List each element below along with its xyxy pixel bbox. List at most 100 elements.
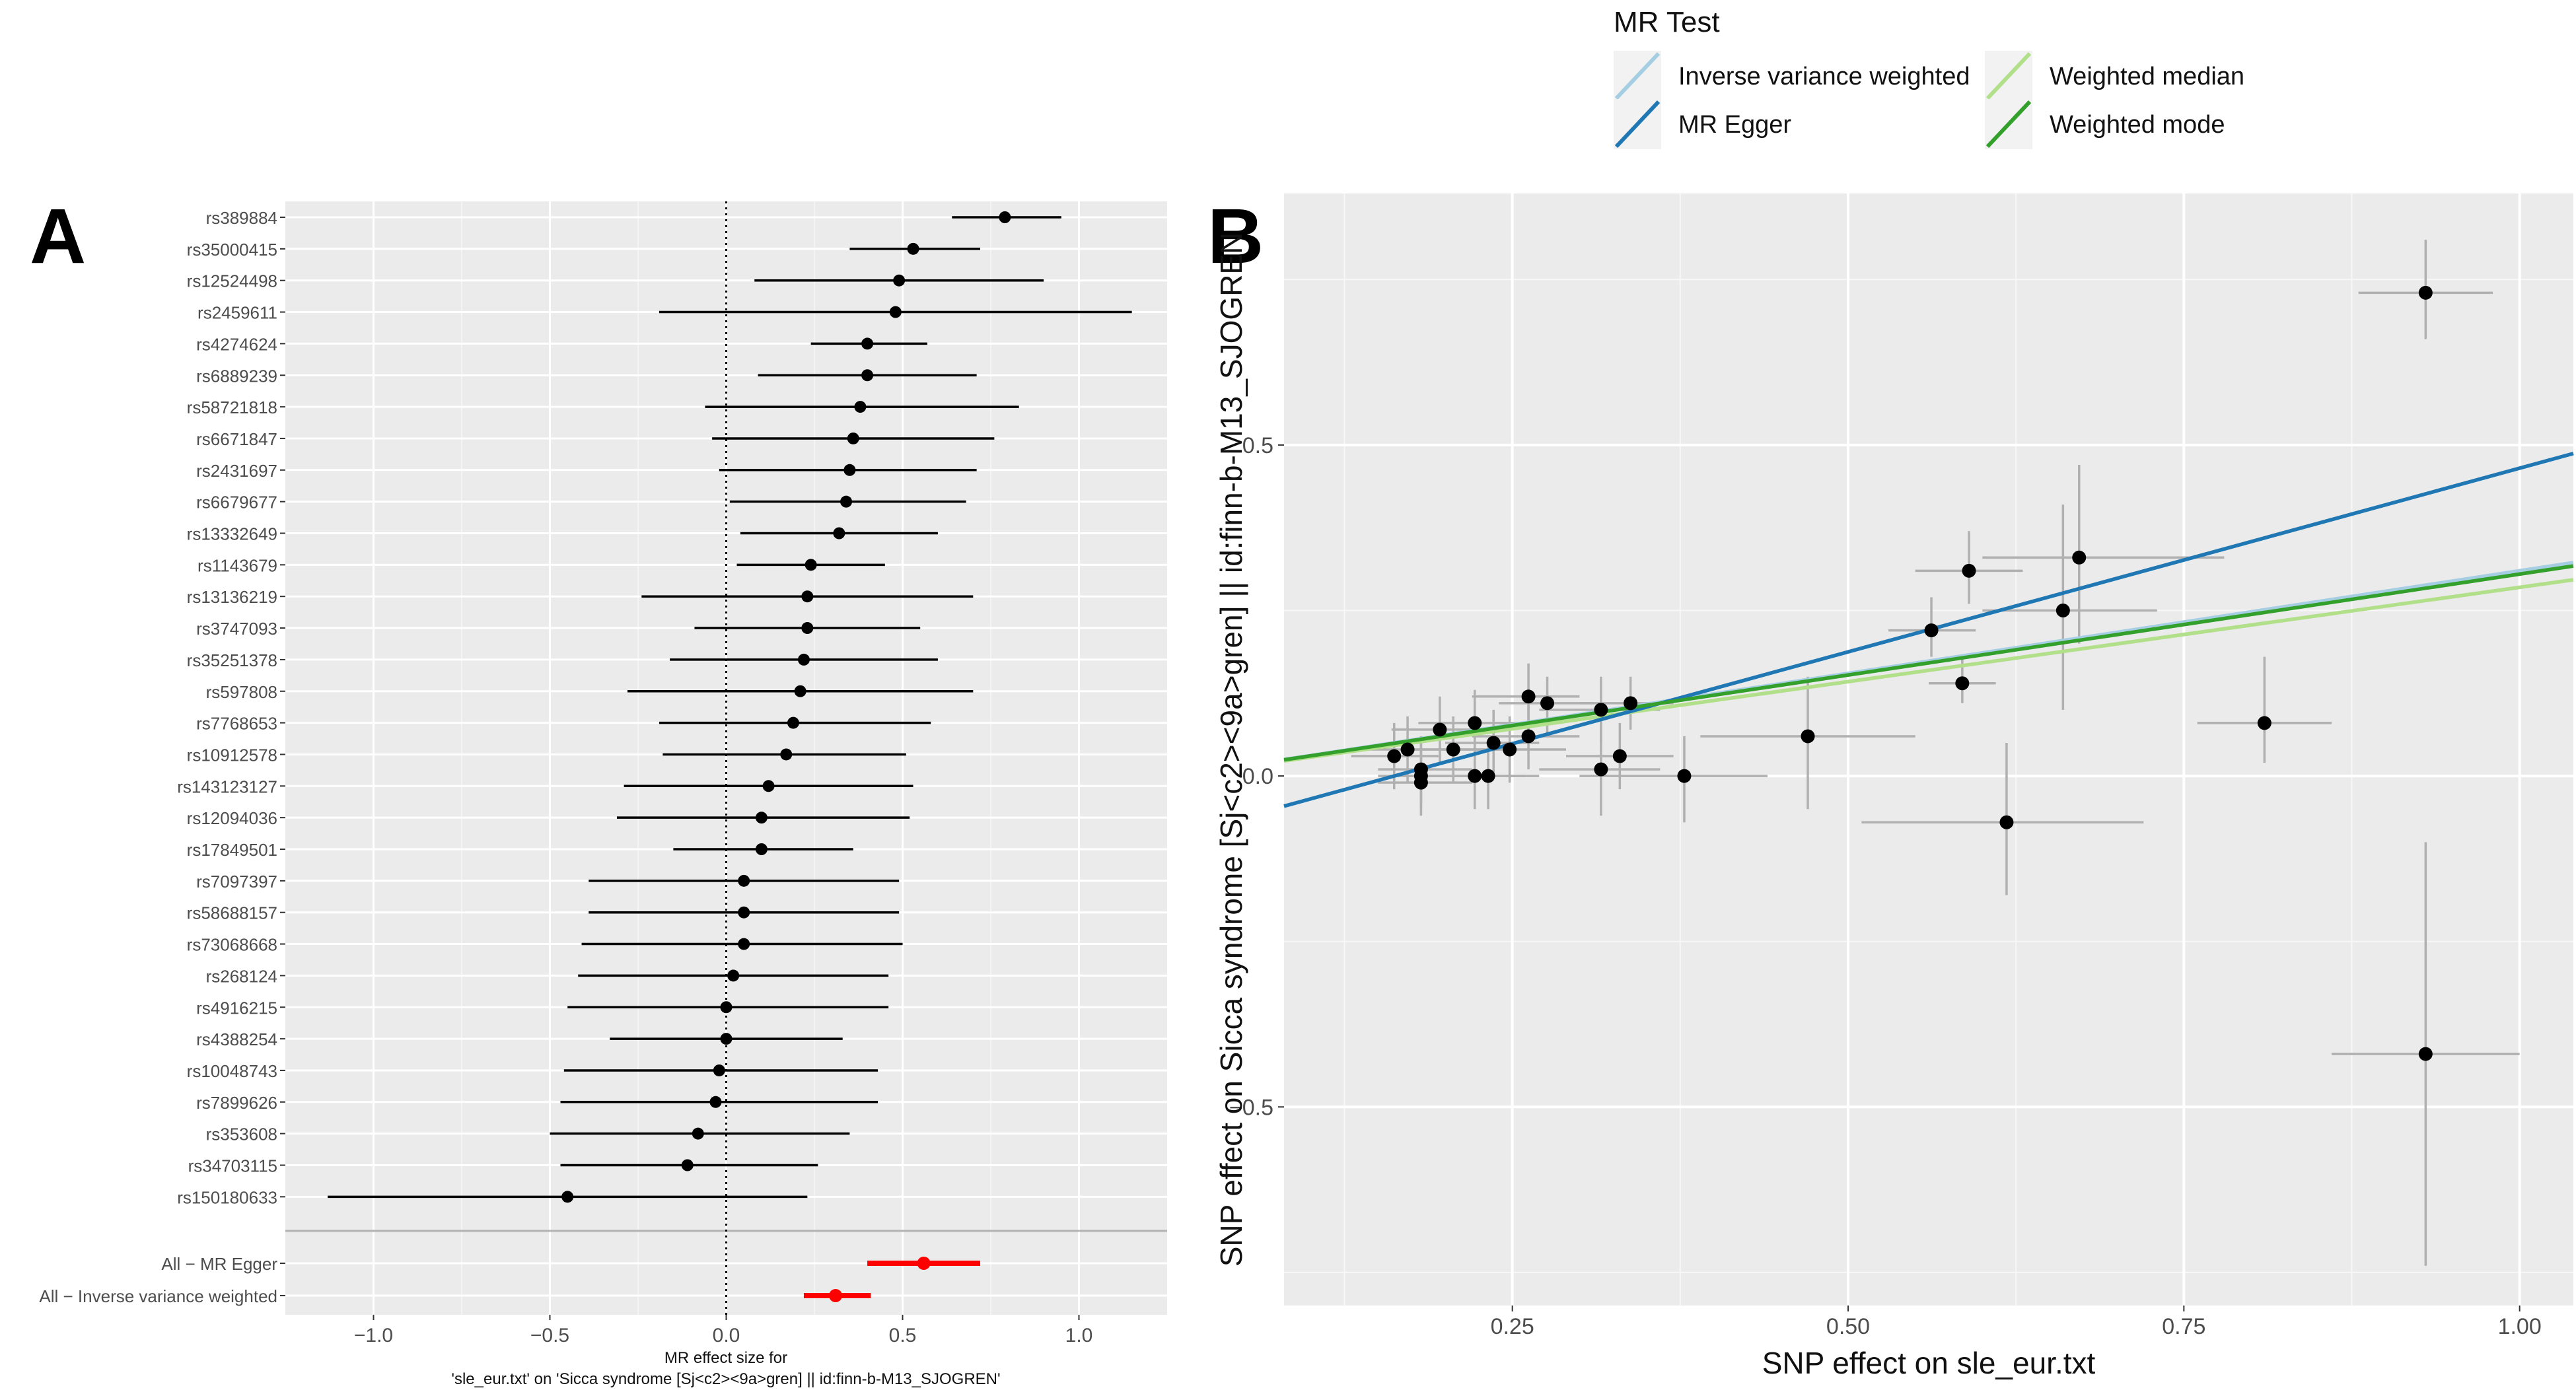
forest-snp-label: rs2431697 [196, 461, 277, 481]
scatter-point [1446, 742, 1460, 757]
forest-point [780, 748, 793, 761]
forest-snp-label: rs143123127 [177, 777, 277, 796]
scatter-point [1413, 775, 1428, 790]
panel-label-a: A [30, 193, 86, 280]
scatter-point [1486, 736, 1501, 750]
forest-summary-point [917, 1257, 931, 1270]
forest-point [861, 337, 874, 350]
scatter-x-axis-title: SNP effect on sle_eur.txt [1762, 1346, 2096, 1380]
scatter-regression-line [1283, 578, 2574, 763]
forest-snp-label: rs268124 [206, 966, 277, 986]
forest-snp-label: rs4388254 [196, 1029, 277, 1049]
forest-snp-label: rs6679677 [196, 493, 277, 512]
forest-point [720, 1001, 733, 1014]
scatter-y-tick-label: −0.5 [1229, 1095, 1273, 1120]
forest-point [907, 242, 919, 255]
forest-snp-label: rs389884 [206, 208, 277, 228]
forest-snp-label: rs4274624 [196, 334, 277, 354]
forest-snp-label: rs35000415 [187, 240, 277, 260]
forest-snp-label: rs10048743 [187, 1061, 277, 1081]
forest-point [738, 938, 750, 950]
forest-snp-label: rs7768653 [196, 714, 277, 734]
forest-snp-label: rs1143679 [197, 555, 277, 575]
forest-snp-label: rs3747093 [196, 619, 277, 639]
legend-key-line [1986, 100, 2032, 149]
scatter-x-tick-label: 1.00 [2498, 1314, 2542, 1339]
forest-point [681, 1159, 694, 1171]
scatter-point [1962, 563, 1976, 578]
forest-snp-label: rs6671847 [196, 429, 277, 449]
forest-snp-label: rs6889239 [196, 366, 277, 386]
legend-key-line [1614, 52, 1661, 100]
forest-plot: rs389884 rs35000415 rs12524498 rs2459611 rs4… [39, 201, 1167, 1388]
legend: MR Test Inverse variance weighted MR Egge… [1614, 6, 2244, 149]
legend-item-label: Inverse variance weighted [1678, 63, 1970, 90]
forest-x-tick-label: −0.5 [530, 1325, 569, 1346]
scatter-point [1468, 769, 1482, 783]
scatter-point [1999, 815, 2014, 829]
forest-snp-label: rs2459611 [197, 303, 277, 323]
forest-snp-label: rs35251378 [187, 650, 277, 670]
forest-point [755, 812, 768, 824]
forest-point [755, 843, 768, 855]
forest-point [797, 653, 810, 666]
forest-snp-label: rs353608 [206, 1125, 277, 1144]
scatter-point [2072, 550, 2087, 565]
forest-point [738, 874, 750, 887]
forest-point [893, 274, 906, 287]
scatter-plot: 0.25 0.50 0.75 1.00 −0.5 0.0 0.5 SNP effect on… [1214, 193, 2574, 1380]
forest-snp-label: rs13136219 [187, 587, 277, 607]
forest-snp-label: rs58688157 [187, 903, 277, 923]
scatter-point [1612, 749, 1627, 763]
forest-point [833, 527, 845, 540]
scatter-x-tick-label: 0.25 [1491, 1314, 1534, 1339]
scatter-point [1521, 689, 1536, 704]
scatter-x-tick-label: 0.50 [1826, 1314, 1870, 1339]
forest-point [787, 716, 799, 729]
forest-x-tick-label: 0.0 [713, 1325, 740, 1346]
scatter-regression-line [1283, 564, 2574, 762]
panel-label-b: B [1207, 193, 1264, 280]
scatter-point [1594, 703, 1608, 717]
scatter-point [1387, 749, 1402, 763]
forest-point [840, 495, 853, 508]
forest-point [801, 622, 814, 635]
scatter-point [2418, 285, 2433, 300]
forest-snp-label: rs73068668 [187, 935, 277, 955]
forest-point [801, 590, 814, 603]
scatter-point [2056, 604, 2070, 617]
scatter-point [1468, 716, 1482, 730]
legend-key-line [1614, 100, 1661, 149]
legend-item-label: Weighted mode [2050, 111, 2225, 139]
scatter-x-tick-label: 0.75 [2162, 1314, 2205, 1339]
forest-snp-label: rs150180633 [177, 1187, 277, 1207]
scatter-point [1801, 729, 1815, 744]
forest-x-tick-label: −1.0 [354, 1325, 393, 1346]
forest-point [692, 1127, 704, 1140]
scatter-point [2257, 716, 2272, 730]
forest-x-axis-title-line1: MR effect size for [664, 1349, 787, 1367]
forest-point [843, 464, 856, 476]
scatter-point [1521, 729, 1536, 744]
forest-x-axis-title-line2: 'sle_eur.txt' on 'Sicca syndrome [Sj<c2>… [451, 1370, 1000, 1388]
forest-snp-label: rs597808 [206, 682, 277, 702]
forest-summary-label: All − Inverse variance weighted [39, 1286, 277, 1306]
scatter-point [2418, 1047, 2433, 1061]
forest-snp-label: rs7899626 [196, 1093, 277, 1113]
forest-x-tick-label: 1.0 [1065, 1325, 1093, 1346]
forest-point [999, 211, 1011, 223]
forest-point [713, 1064, 725, 1076]
forest-point [720, 1033, 733, 1045]
forest-snp-label: rs10912578 [187, 745, 277, 765]
forest-snp-label: rs17849501 [187, 840, 277, 860]
forest-point [794, 685, 806, 697]
forest-point [762, 780, 775, 792]
scatter-y-tick-label: 0.0 [1242, 764, 1273, 789]
scatter-point [1624, 696, 1638, 711]
scatter-y-tick-label: 0.5 [1242, 433, 1273, 458]
legend-item-label: MR Egger [1678, 111, 1791, 139]
forest-point [889, 306, 902, 318]
forest-point [854, 401, 867, 413]
scatter-point [1433, 722, 1447, 737]
